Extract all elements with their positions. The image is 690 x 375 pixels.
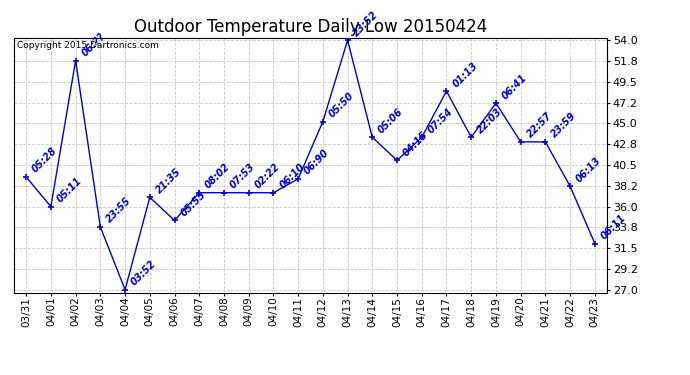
Text: 05:50: 05:50 — [327, 90, 356, 119]
Text: 22:57: 22:57 — [525, 111, 554, 140]
Text: 21:35: 21:35 — [154, 166, 183, 195]
Text: 05:06: 05:06 — [377, 106, 406, 135]
Title: Outdoor Temperature Daily Low 20150424: Outdoor Temperature Daily Low 20150424 — [134, 18, 487, 36]
Text: 06:10: 06:10 — [277, 162, 306, 190]
Text: 02:22: 02:22 — [253, 162, 282, 190]
Text: 06:??: 06:?? — [80, 31, 107, 58]
Text: 05:11: 05:11 — [55, 176, 84, 204]
Text: 06:41: 06:41 — [500, 72, 529, 101]
Text: Copyright 2015 Dartronics.com: Copyright 2015 Dartronics.com — [17, 41, 159, 50]
Text: 23:52: 23:52 — [352, 9, 381, 38]
Text: 07:53: 07:53 — [228, 162, 257, 190]
Text: 06:13: 06:13 — [574, 155, 603, 184]
Text: 03:52: 03:52 — [129, 259, 158, 288]
Text: 05:28: 05:28 — [30, 146, 59, 175]
Text: 05:55: 05:55 — [179, 189, 208, 218]
Text: 07:54: 07:54 — [426, 106, 455, 135]
Text: 23:55: 23:55 — [104, 196, 133, 225]
Text: 08:02: 08:02 — [204, 162, 233, 190]
Text: 04:15: 04:15 — [401, 129, 430, 158]
Text: 01:13: 01:13 — [451, 60, 480, 89]
Text: 22:03: 22:03 — [475, 106, 504, 135]
Text: 06:11: 06:11 — [599, 213, 628, 242]
Text: 06:90: 06:90 — [302, 148, 331, 177]
Text: 23:59: 23:59 — [549, 111, 578, 140]
